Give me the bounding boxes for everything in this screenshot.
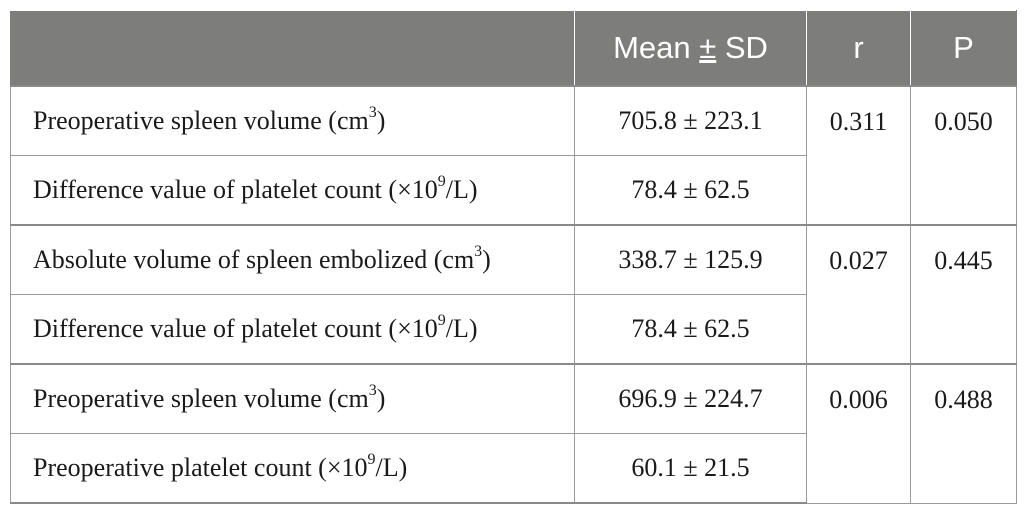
mean-sd-value: 78.4 ± 62.5 [574, 155, 807, 226]
label-suffix: /L) [375, 453, 408, 482]
table-row: Preoperative spleen volume (cm3) 705.8 ±… [10, 85, 1017, 226]
label-superscript: 9 [367, 451, 376, 469]
mean-sd-value: 338.7 ± 125.9 [574, 224, 807, 295]
label-suffix: ) [376, 384, 386, 413]
header-sd-label: SD [716, 30, 768, 65]
table-row: Absolute volume of spleen embolized (cm3… [10, 224, 1017, 365]
table-row: Difference value of platelet count (×109… [10, 294, 1017, 365]
p-value: 0.488 [910, 363, 1017, 504]
mean-sd-value: 705.8 ± 223.1 [574, 85, 807, 156]
table-row: Difference value of platelet count (×109… [10, 155, 1017, 226]
header-mean-sd: Mean ± SD [574, 10, 807, 87]
label-suffix: ) [482, 245, 491, 274]
header-mean-label: Mean [613, 30, 700, 65]
correlation-table: Mean ± SD r P Preoperative spleen volume… [10, 10, 1017, 504]
header-pm-symbol: ± [699, 30, 717, 65]
header-blank [10, 10, 575, 87]
header-row: Mean ± SD r P [10, 10, 1017, 87]
label-superscript: 9 [437, 173, 446, 191]
label-suffix: ) [376, 106, 386, 135]
table-row: Preoperative platelet count (×109/L) 60.… [10, 433, 1017, 504]
label-superscript: 3 [368, 382, 377, 400]
header-p: P [910, 10, 1017, 87]
mean-sd-value: 60.1 ± 21.5 [574, 433, 807, 504]
p-value: 0.050 [910, 85, 1017, 226]
mean-sd-value: 78.4 ± 62.5 [574, 294, 807, 365]
row-label: Difference value of platelet count (×109… [10, 155, 575, 226]
label-text: Difference value of platelet count (×10 [33, 314, 438, 343]
header-r: r [806, 10, 911, 87]
label-text: Preoperative platelet count (×10 [33, 453, 368, 482]
label-superscript: 3 [474, 243, 483, 261]
r-value: 0.311 [806, 85, 911, 226]
row-label: Preoperative spleen volume (cm3) [10, 85, 575, 156]
row-label: Preoperative platelet count (×109/L) [10, 433, 575, 504]
row-label: Difference value of platelet count (×109… [10, 294, 575, 365]
p-value: 0.445 [910, 224, 1017, 365]
label-superscript: 3 [368, 104, 377, 122]
table-row: Preoperative spleen volume (cm3) 696.9 ±… [10, 363, 1017, 504]
label-text: Difference value of platelet count (×10 [33, 175, 438, 204]
mean-sd-value: 696.9 ± 224.7 [574, 363, 807, 434]
label-text: Preoperative spleen volume (cm [33, 384, 369, 413]
label-text: Absolute volume of spleen embolized (cm [33, 245, 475, 274]
row-label: Preoperative spleen volume (cm3) [10, 363, 575, 434]
label-superscript: 9 [437, 312, 446, 330]
r-value: 0.027 [806, 224, 911, 365]
label-suffix: /L) [445, 314, 478, 343]
row-label: Absolute volume of spleen embolized (cm3… [10, 224, 575, 295]
r-value: 0.006 [806, 363, 911, 504]
label-text: Preoperative spleen volume (cm [33, 106, 369, 135]
label-suffix: /L) [445, 175, 478, 204]
